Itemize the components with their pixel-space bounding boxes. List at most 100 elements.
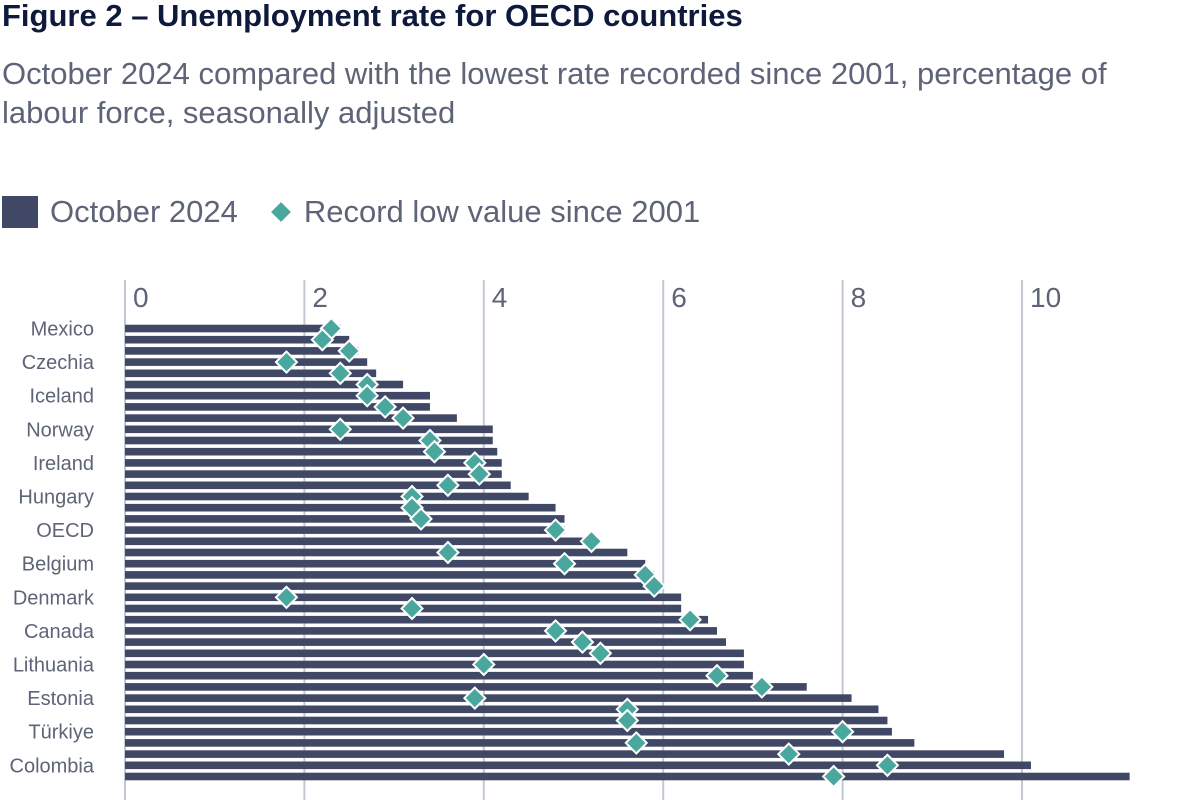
bar	[125, 403, 430, 411]
bar	[125, 425, 493, 434]
record-low-marker	[409, 506, 433, 531]
bar	[125, 492, 529, 501]
category-label: Mexico	[31, 319, 94, 341]
record-low-marker	[749, 674, 774, 699]
category-label: Denmark	[13, 587, 95, 609]
chart-legend: October 2024 Record low value since 2001	[2, 192, 700, 232]
record-low-marker	[875, 753, 900, 778]
category-label: OECD	[36, 520, 94, 542]
bar	[125, 481, 511, 490]
x-tick-label: 6	[671, 282, 687, 313]
record-low-marker	[328, 417, 353, 442]
record-low-marker	[400, 596, 424, 621]
record-low-marker	[462, 686, 487, 711]
bar	[125, 615, 709, 624]
bar	[125, 649, 744, 658]
chart-title: Figure 2 – Unemployment rate for OECD co…	[2, 0, 743, 33]
record-low-marker	[642, 574, 667, 599]
record-low-marker	[588, 641, 613, 666]
record-low-marker	[543, 618, 568, 643]
bar	[125, 358, 368, 366]
record-low-marker	[436, 473, 460, 498]
bar	[125, 582, 655, 590]
record-low-marker	[436, 540, 460, 565]
x-tick-label: 4	[492, 282, 508, 313]
record-low-marker	[422, 439, 447, 464]
record-low-marker	[615, 708, 640, 733]
record-low-marker	[328, 361, 353, 386]
record-low-marker	[373, 394, 398, 419]
x-tick-label: 8	[851, 282, 867, 313]
bar	[125, 470, 502, 478]
record-low-marker	[678, 607, 703, 632]
record-low-marker	[274, 585, 299, 610]
x-tick-label: 10	[1030, 282, 1061, 313]
bar	[125, 627, 718, 635]
category-label: Iceland	[30, 386, 95, 408]
bar	[125, 571, 655, 579]
record-low-marker	[471, 652, 496, 677]
record-low-marker	[310, 327, 335, 352]
category-label: Türkiye	[28, 722, 94, 744]
category-label: Belgium	[22, 554, 94, 576]
bar	[125, 705, 879, 714]
record-low-marker	[543, 518, 568, 543]
x-tick-label: 2	[312, 282, 328, 313]
bar	[125, 559, 646, 568]
record-low-marker	[821, 764, 846, 789]
bar	[125, 335, 350, 344]
bar	[125, 391, 430, 400]
bar	[125, 324, 341, 333]
bar	[125, 694, 852, 702]
legend-bar-swatch	[2, 196, 38, 228]
record-low-marker	[337, 338, 362, 363]
record-low-marker	[391, 406, 415, 431]
category-label: Hungary	[18, 487, 94, 509]
bar	[125, 750, 1005, 758]
bar	[125, 447, 498, 456]
record-low-marker	[355, 383, 380, 408]
category-label: Canada	[24, 621, 95, 643]
bar	[125, 727, 892, 736]
bar	[125, 369, 377, 378]
chart-subtitle: October 2024 compared with the lowest ra…	[2, 56, 1107, 130]
record-low-marker	[579, 529, 604, 554]
bar	[125, 739, 915, 747]
record-low-marker	[830, 719, 855, 744]
record-low-marker	[624, 730, 649, 755]
record-low-marker	[467, 462, 492, 487]
legend-marker-label: Record low value since 2001	[303, 194, 701, 229]
bar	[125, 671, 753, 680]
bar	[125, 347, 359, 355]
record-low-marker	[570, 630, 595, 655]
bar	[125, 683, 807, 691]
bar	[125, 526, 565, 534]
record-low-marker	[705, 663, 729, 688]
x-tick-label: 0	[133, 282, 149, 313]
bar	[125, 459, 502, 467]
record-low-marker	[776, 742, 801, 767]
bar	[125, 761, 1031, 770]
bar	[125, 716, 888, 725]
bar	[125, 414, 457, 422]
record-low-marker	[552, 551, 577, 576]
bar	[125, 660, 744, 669]
bar	[125, 537, 583, 546]
category-label: Lithuania	[13, 655, 95, 677]
bar	[125, 548, 628, 557]
record-low-marker	[274, 350, 299, 375]
bar	[125, 772, 1130, 781]
bar	[125, 638, 726, 646]
bar	[125, 515, 565, 523]
bar	[125, 380, 404, 389]
bar	[125, 503, 556, 512]
category-label: Estonia	[27, 688, 95, 710]
bar	[125, 593, 682, 602]
bar	[125, 436, 493, 445]
category-label: Ireland	[33, 453, 94, 475]
category-label: Norway	[26, 419, 94, 441]
legend-bar-label: October 2024	[50, 194, 238, 229]
category-label: Colombia	[10, 755, 95, 777]
category-label: Czechia	[22, 352, 95, 374]
